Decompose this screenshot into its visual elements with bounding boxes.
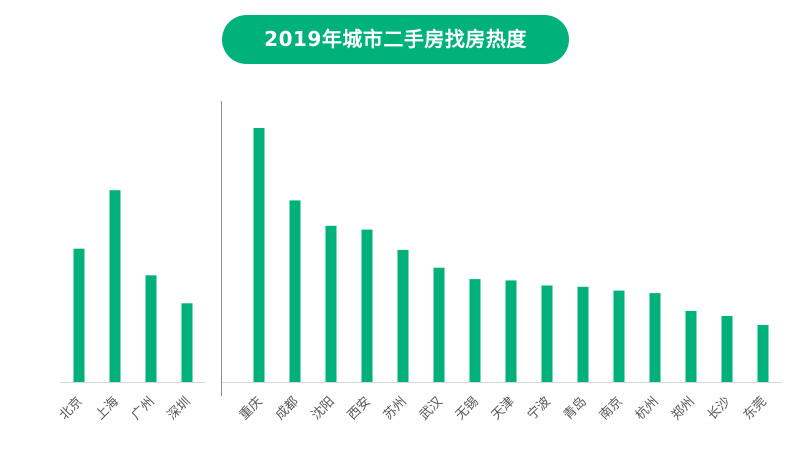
- bar-杭州: [649, 293, 661, 382]
- chart-axes: [60, 101, 782, 396]
- x-tick-label: 宁波: [524, 394, 554, 424]
- bar-武汉: [433, 267, 445, 382]
- x-tick-label: 北京: [57, 394, 86, 423]
- x-tick-label: 青岛: [560, 394, 590, 424]
- x-tick-label: 南京: [596, 394, 626, 424]
- bar-重庆: [253, 128, 265, 382]
- bar-郑州: [685, 310, 697, 382]
- chart-tick-labels: 北京 上海 广州 深圳 重庆 成都 沈阳 西安 苏州 武汉 无锡 天津 宁波 青岛 南京 杭州 郑州 长沙 东莞: [57, 394, 770, 424]
- bar-西安: [361, 229, 373, 382]
- x-tick-label: 重庆: [236, 394, 266, 424]
- chart-bars: [73, 128, 769, 383]
- x-tick-label: 无锡: [453, 394, 482, 423]
- x-tick-label: 深圳: [165, 394, 194, 423]
- x-tick-label: 苏州: [380, 394, 410, 424]
- bar-青岛: [577, 286, 589, 383]
- bar-深圳: [181, 303, 193, 382]
- chart-title: 2019年城市二手房找房热度: [222, 15, 569, 64]
- x-tick-label: 长沙: [705, 394, 734, 423]
- bar-广州: [145, 275, 157, 382]
- x-tick-label: 杭州: [633, 394, 662, 423]
- bar-上海: [109, 190, 121, 382]
- x-tick-label: 西安: [345, 394, 374, 423]
- x-tick-label: 武汉: [417, 394, 446, 423]
- bar-北京: [73, 248, 85, 382]
- bar-东莞: [757, 324, 769, 382]
- x-tick-label: 广州: [129, 394, 158, 423]
- bar-苏州: [397, 249, 409, 382]
- x-tick-label: 东莞: [741, 394, 770, 423]
- bar-长沙: [721, 316, 733, 382]
- bar-沈阳: [325, 225, 337, 382]
- x-tick-label: 天津: [489, 394, 518, 423]
- x-tick-label: 上海: [93, 394, 122, 423]
- x-tick-label: 郑州: [669, 394, 698, 423]
- x-tick-label: 沈阳: [309, 394, 338, 423]
- bar-成都: [289, 200, 301, 382]
- bar-无锡: [469, 279, 481, 382]
- x-tick-label: 成都: [273, 394, 302, 423]
- bar-天津: [505, 280, 517, 382]
- bar-南京: [613, 290, 625, 382]
- bar-宁波: [541, 285, 553, 382]
